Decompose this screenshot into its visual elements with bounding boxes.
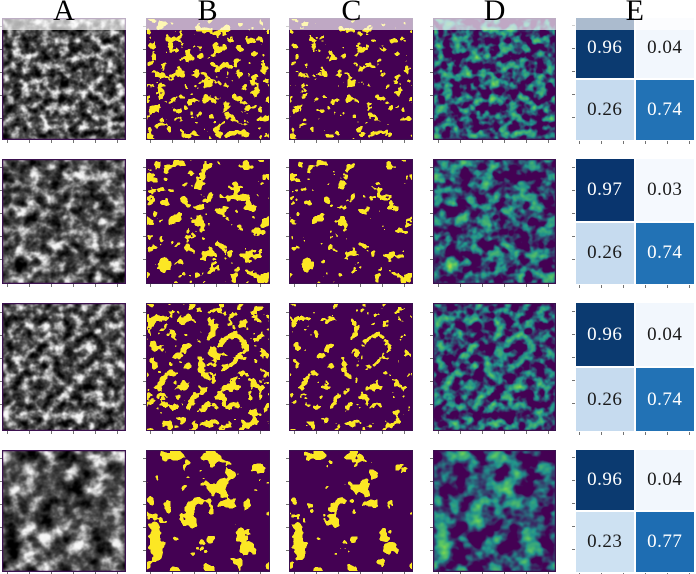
confusion-matrix: 0.96 0.04 0.23 0.77	[571, 450, 694, 574]
confusion-matrix-cell: 0.26	[575, 368, 634, 431]
ground-truth-mask-image	[142, 450, 270, 574]
micrograph-image	[0, 303, 126, 434]
figure-grid: 0.96 0.04 0.26 0.74 0.97 0.03 0.26 0.74 …	[0, 18, 694, 574]
confusion-matrix: 0.96 0.04 0.26 0.74	[571, 18, 694, 144]
segmentation-mask-image	[286, 18, 414, 143]
micrograph-image	[0, 18, 126, 143]
confusion-matrix-cell: 0.26	[575, 80, 634, 140]
confusion-matrix-cell: 0.03	[635, 159, 694, 221]
segmentation-mask-image	[286, 450, 414, 574]
column-header-a: A	[53, 0, 75, 27]
prediction-heatmap-image	[430, 303, 557, 434]
column-header-d: D	[483, 0, 506, 27]
confusion-matrix-cell: 0.77	[635, 512, 694, 572]
confusion-matrix-cell: 0.04	[635, 450, 694, 510]
prediction-heatmap-image	[430, 159, 557, 287]
confusion-matrix-cell: 0.26	[575, 222, 634, 284]
ground-truth-mask-image	[142, 303, 270, 434]
column-header-c: C	[341, 0, 362, 27]
segmentation-mask-image	[286, 159, 414, 287]
micrograph-image	[0, 450, 126, 574]
confusion-matrix-cell: 0.74	[635, 222, 694, 284]
prediction-heatmap-image	[430, 18, 557, 143]
micrograph-image	[0, 159, 126, 287]
ground-truth-mask-image	[142, 18, 270, 143]
prediction-heatmap-image	[430, 450, 557, 574]
confusion-matrix-cell: 0.97	[575, 159, 634, 221]
ground-truth-mask-image	[142, 159, 270, 287]
confusion-matrix-cell: 0.96	[575, 303, 634, 366]
confusion-matrix-cell: 0.04	[635, 303, 694, 366]
confusion-matrix-cell: 0.23	[575, 512, 634, 572]
column-header-b: B	[197, 0, 218, 27]
confusion-matrix-cell: 0.96	[575, 450, 634, 510]
column-header-e: E	[625, 0, 644, 27]
confusion-matrix-cell: 0.74	[635, 80, 694, 140]
confusion-matrix: 0.96 0.04 0.26 0.74	[571, 303, 694, 435]
segmentation-mask-image	[286, 303, 414, 434]
confusion-matrix: 0.97 0.03 0.26 0.74	[571, 159, 694, 288]
confusion-matrix-cell: 0.74	[635, 368, 694, 431]
